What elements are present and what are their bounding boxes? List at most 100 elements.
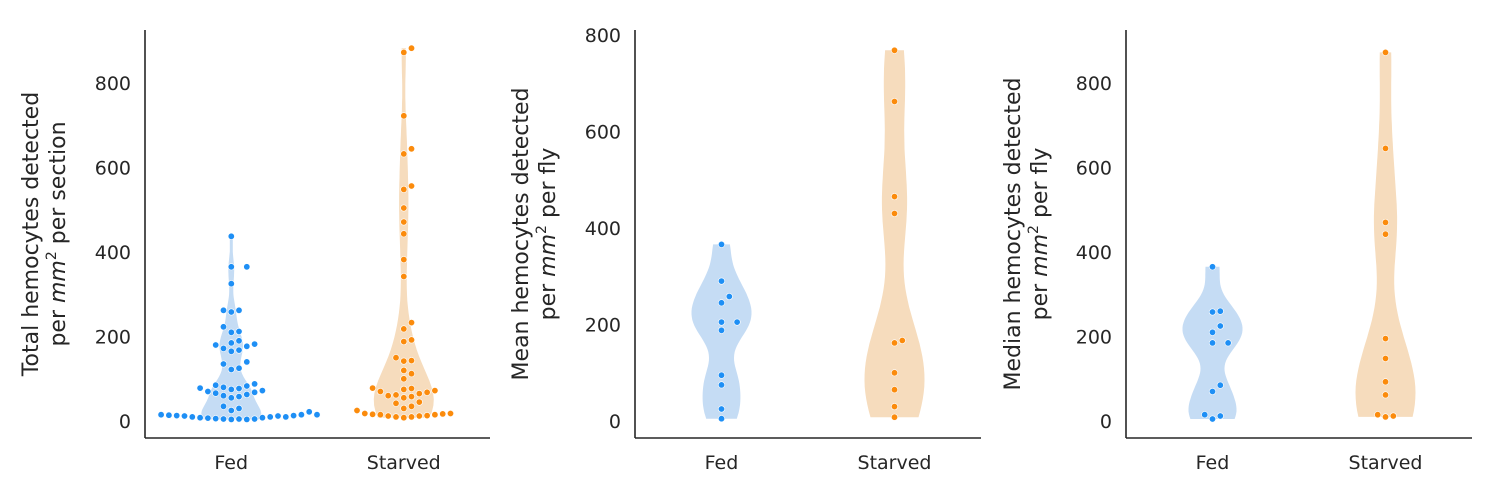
data-point-fed	[1216, 322, 1224, 330]
data-point-fed	[227, 232, 235, 240]
data-point-fed	[733, 318, 741, 326]
violin-fed	[201, 236, 262, 420]
data-point-fed	[1209, 308, 1217, 316]
data-point-starved	[400, 338, 408, 346]
data-point-fed	[235, 404, 243, 412]
data-point-fed	[227, 385, 235, 393]
data-point-fed	[212, 389, 220, 397]
data-point-fed	[196, 384, 204, 392]
data-point-fed	[204, 387, 212, 395]
data-point-fed	[251, 388, 259, 396]
data-point-fed	[243, 415, 251, 423]
data-point-starved	[400, 204, 408, 212]
data-point-fed	[251, 340, 259, 348]
data-point-fed	[212, 381, 220, 389]
y-tick-label: 400	[585, 218, 621, 240]
y-tick-label: 400	[95, 242, 131, 264]
data-point-starved	[431, 411, 439, 419]
data-point-starved	[400, 112, 408, 120]
data-point-fed	[227, 280, 235, 288]
data-point-fed	[1216, 412, 1224, 420]
data-point-fed	[1209, 339, 1217, 347]
data-point-fed	[227, 328, 235, 336]
data-point-fed	[196, 414, 204, 422]
data-point-starved	[400, 394, 408, 402]
data-point-starved	[890, 413, 898, 421]
data-point-fed	[282, 413, 290, 421]
data-point-starved	[384, 392, 392, 400]
data-point-fed	[717, 240, 725, 248]
data-point-fed	[235, 384, 243, 392]
data-point-fed	[266, 413, 274, 421]
data-point-starved	[1382, 378, 1390, 386]
data-point-fed	[220, 306, 228, 314]
y-axis-label: Total hemocytes detectedper mm2 per sect…	[19, 92, 71, 377]
data-point-fed	[243, 358, 251, 366]
data-point-fed	[220, 360, 228, 368]
data-point-starved	[407, 336, 415, 344]
data-point-fed	[157, 411, 165, 419]
y-tick-label: 0	[1100, 411, 1112, 433]
data-point-starved	[400, 404, 408, 412]
data-point-starved	[1382, 48, 1390, 56]
data-point-starved	[890, 339, 898, 347]
data-point-fed	[227, 308, 235, 316]
data-point-starved	[400, 256, 408, 264]
data-point-fed	[243, 263, 251, 271]
data-point-fed	[227, 339, 235, 347]
data-point-starved	[890, 46, 898, 54]
data-point-fed	[243, 342, 251, 350]
data-point-starved	[400, 366, 408, 374]
data-point-starved	[407, 182, 415, 190]
data-point-starved	[890, 386, 898, 394]
data-point-starved	[400, 325, 408, 333]
data-point-starved	[407, 357, 415, 365]
data-point-starved	[400, 218, 408, 226]
data-point-starved	[392, 399, 400, 407]
data-point-fed	[227, 394, 235, 402]
x-tick-label-fed: Fed	[1196, 452, 1230, 474]
data-point-fed	[235, 393, 243, 401]
y-tick-label: 400	[1076, 242, 1112, 264]
y-tick-label: 200	[1076, 327, 1112, 349]
y-tick-label: 800	[1076, 73, 1112, 95]
data-point-starved	[400, 375, 408, 383]
y-axis-label: Median hemocytes detectedper mm2 per fly	[1001, 78, 1053, 391]
y-tick-label: 0	[609, 411, 621, 433]
data-point-starved	[407, 370, 415, 378]
data-point-fed	[227, 415, 235, 423]
data-point-fed	[717, 371, 725, 379]
data-point-fed	[220, 392, 228, 400]
data-point-fed	[725, 292, 733, 300]
data-point-fed	[165, 411, 173, 419]
data-point-fed	[235, 337, 243, 345]
data-point-starved	[423, 412, 431, 420]
data-point-starved	[407, 413, 415, 421]
data-point-starved	[890, 98, 898, 106]
data-point-fed	[235, 415, 243, 423]
data-point-starved	[400, 414, 408, 422]
data-point-fed	[717, 277, 725, 285]
data-point-fed	[220, 323, 228, 331]
data-point-starved	[1382, 144, 1390, 152]
data-point-fed	[251, 380, 259, 388]
data-point-fed	[227, 406, 235, 414]
data-point-fed	[235, 306, 243, 314]
data-point-fed	[173, 412, 181, 420]
data-point-fed	[1224, 339, 1232, 347]
data-point-starved	[890, 193, 898, 201]
data-point-starved	[369, 384, 377, 392]
data-point-fed	[212, 415, 220, 423]
data-point-fed	[1216, 381, 1224, 389]
data-point-fed	[235, 364, 243, 372]
data-point-starved	[1382, 354, 1390, 362]
data-point-starved	[353, 406, 361, 414]
data-point-starved	[407, 384, 415, 392]
data-point-starved	[423, 388, 431, 396]
data-point-starved	[400, 48, 408, 56]
data-point-starved	[376, 387, 384, 395]
data-point-starved	[392, 391, 400, 399]
y-tick-label: 600	[95, 157, 131, 179]
data-point-starved	[1382, 230, 1390, 238]
